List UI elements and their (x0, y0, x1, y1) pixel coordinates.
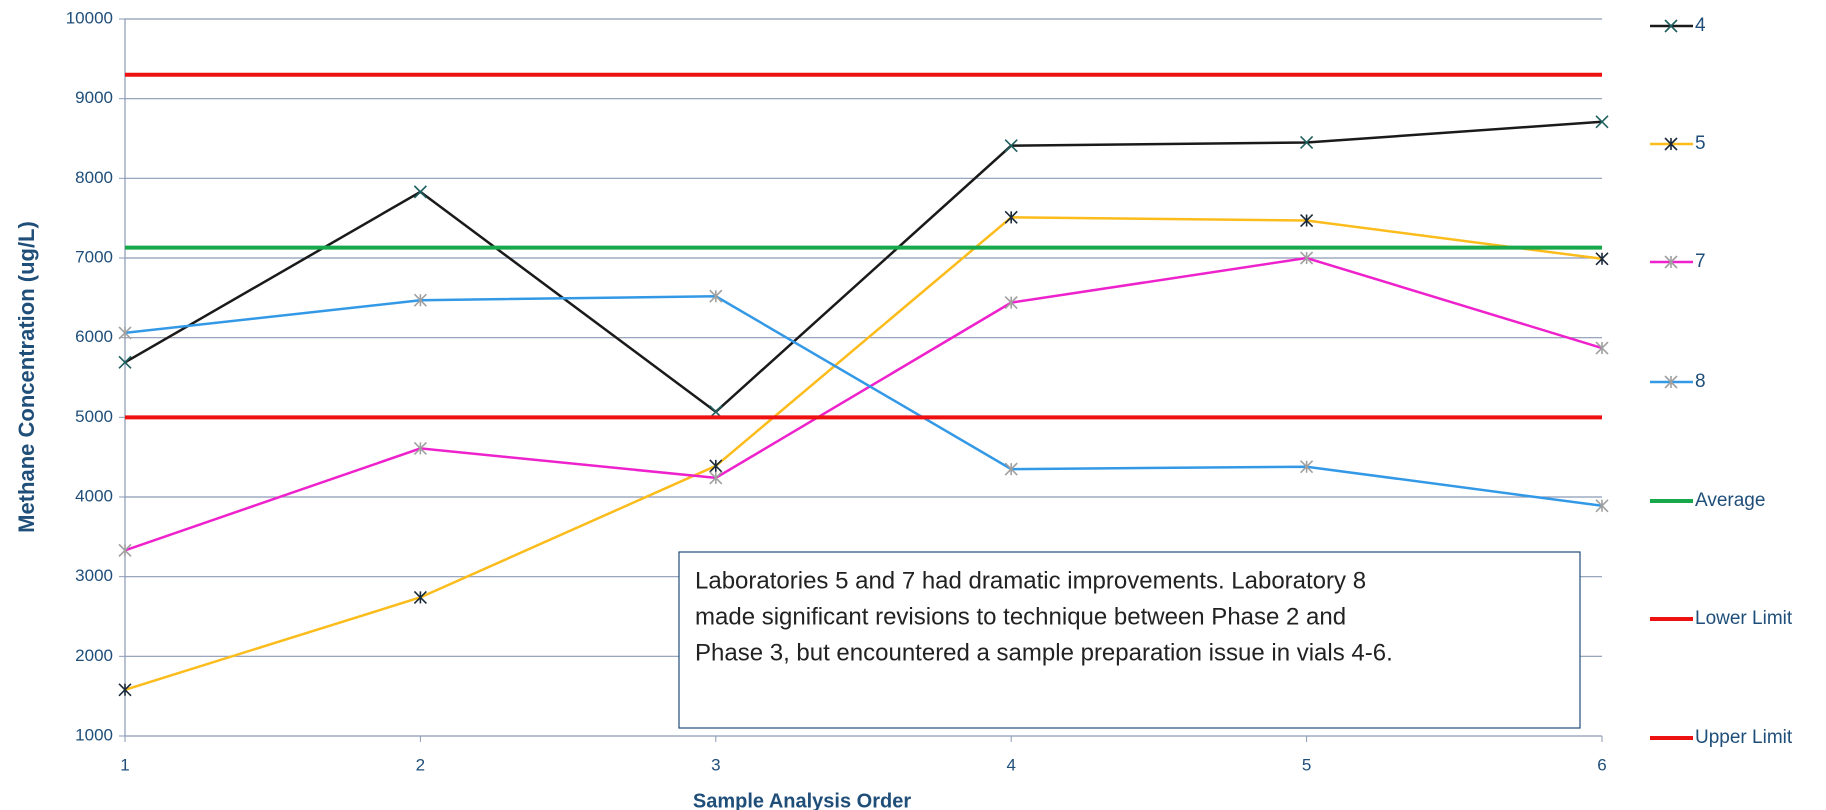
legend-label: 7 (1695, 251, 1706, 272)
x-tick-label: 1 (120, 755, 129, 774)
marker (1004, 296, 1018, 310)
legend-label: Upper Limit (1695, 727, 1793, 748)
x-tick-label: 6 (1597, 755, 1606, 774)
marker (1300, 213, 1314, 228)
y-tick-label: 4000 (75, 486, 113, 505)
y-axis-label: Methane Concentration (ug/L) (14, 221, 39, 533)
annotation-text: Phase 3, but encountered a sample prepar… (695, 639, 1393, 666)
marker (1004, 139, 1018, 153)
series-line (124, 294, 1603, 508)
series-line (124, 120, 1603, 414)
marker (1300, 251, 1314, 265)
x-tick-label: 2 (416, 755, 425, 774)
marker (1595, 252, 1609, 266)
marker (118, 355, 132, 369)
marker (1664, 375, 1678, 389)
y-tick-label: 8000 (75, 168, 113, 187)
y-tick-label: 5000 (75, 407, 113, 426)
y-tick-label: 2000 (75, 646, 113, 665)
y-tick-label: 6000 (75, 327, 113, 346)
marker (413, 293, 427, 307)
marker (1664, 19, 1678, 33)
marker (1300, 135, 1314, 150)
marker (118, 326, 132, 340)
annotation-text: made significant revisions to technique … (695, 603, 1346, 630)
marker (1664, 255, 1678, 269)
marker (413, 185, 427, 199)
marker (1004, 210, 1018, 224)
marker (413, 441, 427, 455)
x-axis-label: Sample Analysis Order (693, 790, 911, 810)
marker (709, 471, 723, 485)
legend-label: Lower Limit (1695, 608, 1793, 629)
legend-label: 8 (1695, 371, 1706, 392)
marker (1004, 462, 1018, 476)
marker (118, 683, 132, 697)
legend-label: 5 (1695, 133, 1706, 154)
legend-label: 4 (1695, 15, 1706, 36)
x-tick-label: 4 (1006, 755, 1015, 774)
y-tick-label: 10000 (66, 8, 113, 27)
marker (1664, 137, 1678, 151)
annotation-text: Laboratories 5 and 7 had dramatic improv… (695, 567, 1366, 594)
marker (1300, 460, 1314, 474)
marker (118, 543, 132, 557)
y-tick-label: 3000 (75, 566, 113, 585)
annotation-box (678, 551, 1581, 729)
series-line (124, 256, 1603, 552)
y-tick-label: 7000 (75, 247, 113, 266)
y-tick-label: 1000 (75, 725, 113, 744)
marker (709, 289, 723, 303)
marker (709, 459, 723, 473)
x-tick-label: 5 (1302, 755, 1311, 774)
legend-label: Average (1695, 490, 1765, 511)
marker (1595, 499, 1609, 513)
x-tick-label: 3 (711, 755, 720, 774)
marker (413, 590, 427, 604)
marker (1595, 341, 1609, 355)
y-tick-label: 9000 (75, 88, 113, 107)
series-line (124, 216, 1603, 691)
marker (1595, 115, 1609, 129)
